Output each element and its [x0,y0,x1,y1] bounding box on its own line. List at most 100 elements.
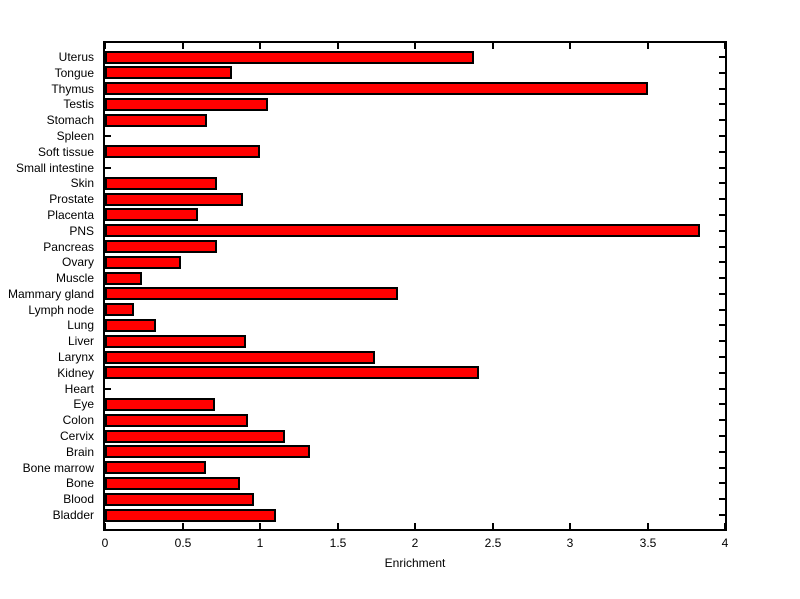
y-label-text: Mammary gland [7,287,94,301]
bar-blood [105,493,254,506]
x-tick-top [182,43,184,49]
bar-placenta [105,208,198,221]
y-label-text: Heart [64,382,94,396]
y-label-text: Tongue [54,66,94,80]
bar-uterus [105,51,474,64]
y-tick-left [105,167,111,169]
bar-bone [105,477,240,490]
y-label-text: Lymph node [28,303,94,317]
y-label-text: Uterus [58,50,94,64]
bar-colon [105,414,248,427]
y-label-text: Spleen [56,129,94,143]
x-tick-label: 0 [101,536,109,550]
y-tick-right [719,151,725,153]
y-label-text: Thymus [51,82,94,96]
x-tick-top [724,43,726,49]
x-tick-label: 1.5 [329,536,347,550]
y-label-text: Muscle [55,271,94,285]
y-label-text: Bone marrow [22,461,94,475]
y-label-text: Cervix [59,429,94,443]
y-label-text: Ovary [61,255,94,269]
y-tick-right [719,246,725,248]
bar-skin [105,177,217,190]
y-label-text: Testis [63,97,94,111]
x-tick-label: 2 [411,536,419,550]
y-label-text: Blood [63,492,94,506]
bar-larynx [105,351,375,364]
y-tick-left [105,135,111,137]
y-label-text: Skin [70,176,94,190]
bar-eye [105,398,215,411]
y-tick-right [719,388,725,390]
bar-cervix [105,430,285,443]
x-tick-label: 3 [566,536,574,550]
bar-prostate [105,193,243,206]
y-tick-right [719,88,725,90]
y-tick-right [719,167,725,169]
y-label-text: Liver [67,334,94,348]
x-tick-top [569,43,571,49]
bar-testis [105,98,268,111]
bar-thymus [105,82,648,95]
y-label-text: Brain [65,445,94,459]
y-label-text: Colon [62,413,94,427]
y-label-text: Bone [65,476,94,490]
y-tick-right [719,403,725,405]
bar-bladder [105,509,276,522]
y-tick-right [719,419,725,421]
y-tick-right [719,324,725,326]
x-tick-bottom [569,523,571,529]
y-tick-right [719,277,725,279]
x-tick-top [414,43,416,49]
y-tick-right [719,103,725,105]
bar-mammary-gland [105,287,398,300]
y-label-text: Bladder [52,508,94,522]
x-tick-bottom [647,523,649,529]
x-tick-label: 2.5 [484,536,502,550]
x-tick-bottom [337,523,339,529]
x-tick-label: 4 [721,536,729,550]
x-tick-top [647,43,649,49]
y-tick-right [719,340,725,342]
x-tick-bottom [724,523,726,529]
x-tick-bottom [492,523,494,529]
bar-soft-tissue [105,145,260,158]
y-label-text: Kidney [57,366,94,380]
bar-kidney [105,366,479,379]
y-tick-right [719,451,725,453]
y-tick-right [719,214,725,216]
y-label-text: Prostate [49,192,94,206]
y-tick-right [719,498,725,500]
bar-tongue [105,66,232,79]
y-tick-right [719,198,725,200]
y-tick-left [105,388,111,390]
y-tick-right [719,309,725,311]
y-label-text: PNS [69,224,94,238]
x-tick-label: 0.5 [174,536,192,550]
y-tick-right [719,135,725,137]
bar-lymph-node [105,303,134,316]
x-tick-bottom [104,523,106,529]
bar-brain [105,445,310,458]
bar-pancreas [105,240,217,253]
y-label-text: Pancreas [43,240,94,254]
bar-lung [105,319,156,332]
x-tick-top [104,43,106,49]
y-label-text: Soft tissue [37,145,94,159]
x-axis-label: Enrichment [384,556,446,570]
y-tick-right [719,119,725,121]
x-tick-bottom [259,523,261,529]
bar-muscle [105,272,142,285]
plot-area [103,41,727,531]
y-tick-right [719,467,725,469]
x-tick-label: 3.5 [639,536,657,550]
y-label-text: Lung [67,318,94,332]
x-tick-bottom [182,523,184,529]
y-label-text: Eye [73,397,94,411]
y-tick-right [719,182,725,184]
y-tick-right [719,56,725,58]
bar-ovary [105,256,181,269]
y-tick-right [719,230,725,232]
y-label-text: Small intestine [15,161,94,175]
